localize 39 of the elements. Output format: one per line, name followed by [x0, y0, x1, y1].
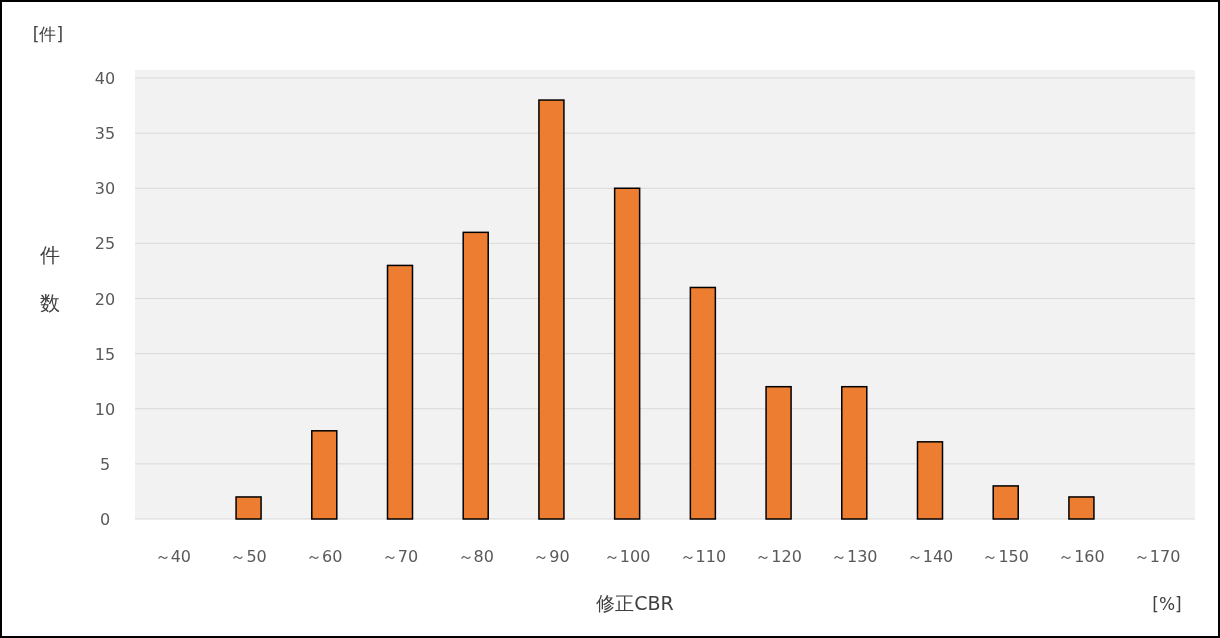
x-tick-label: ～130 [831, 547, 878, 566]
y-tick-label: 20 [94, 289, 116, 309]
x-tick-label: ～80 [457, 547, 494, 566]
bar [689, 286, 717, 520]
x-tick-label: ～140 [906, 547, 954, 566]
x-tick-label: ～120 [755, 547, 802, 566]
bar [613, 187, 641, 520]
y-tick-label: 10 [94, 399, 116, 419]
x-tick-label: ～110 [679, 547, 727, 566]
text: 件数 [40, 243, 60, 315]
x-tick-label: ～60 [306, 547, 343, 566]
x-tick-label: ～150 [982, 547, 1029, 566]
bar [916, 441, 944, 520]
y-tick-label: 35 [94, 124, 116, 144]
y-tick-label: 30 [94, 179, 116, 199]
x-tick-label: ～90 [533, 547, 570, 566]
bar [386, 264, 414, 520]
y-tick-label: 25 [94, 234, 116, 254]
y-tick-label: 0 [99, 510, 111, 529]
text: [件] [32, 24, 64, 44]
bar [311, 430, 338, 520]
bar [538, 99, 565, 520]
x-tick-label: ～160 [1058, 547, 1105, 566]
y-tick-label: 40 [94, 69, 116, 88]
x-tick-label: ～40 [154, 547, 192, 566]
bar [1068, 496, 1095, 520]
x-tick-label: ～100 [603, 547, 651, 566]
text: [%] [1152, 594, 1182, 614]
x-tick-label: ～50 [230, 547, 267, 566]
x-tick-label: ～70 [381, 547, 419, 566]
bar [841, 385, 868, 520]
y-tick-label: 5 [99, 454, 111, 474]
y-tick-label: 15 [94, 344, 116, 364]
bar [765, 385, 792, 520]
bar [235, 496, 262, 520]
x-tick-label: ～170 [1133, 547, 1181, 566]
bar [462, 231, 489, 520]
bar [992, 485, 1019, 520]
x-axis-title: 修正CBR [596, 592, 674, 614]
